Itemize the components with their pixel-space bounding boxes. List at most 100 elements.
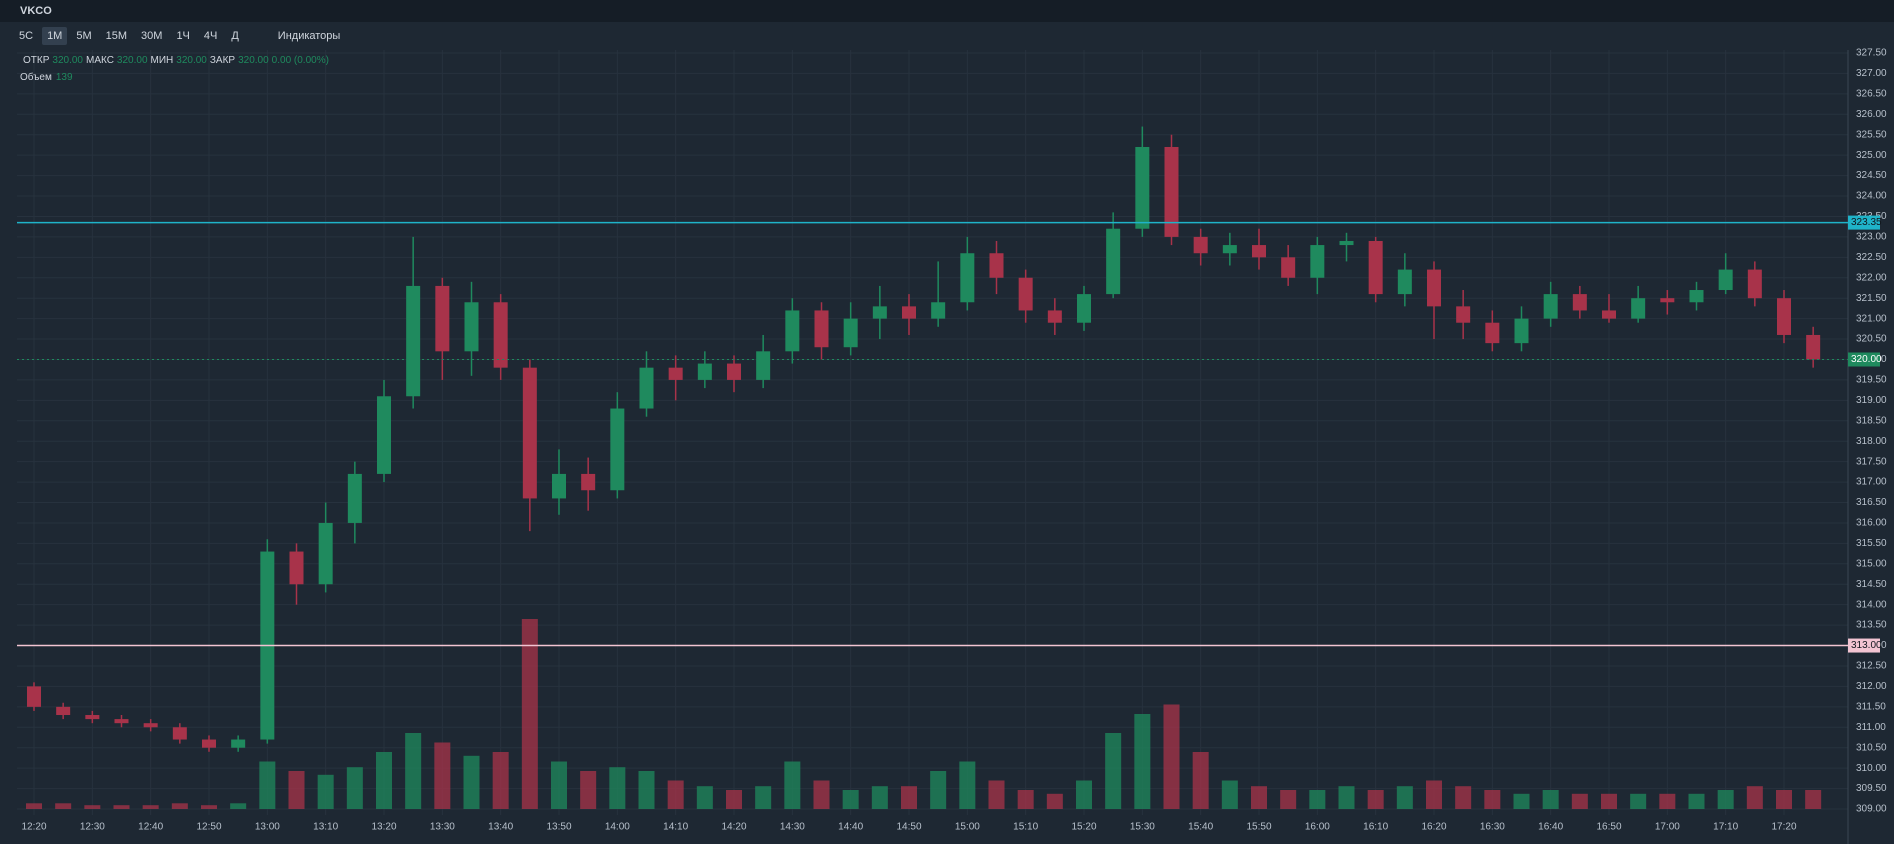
x-tick-label: 16:30 — [1480, 822, 1505, 833]
y-tick-label: 311.50 — [1856, 701, 1886, 712]
x-tick-label: 17:10 — [1713, 822, 1738, 833]
price-line-label: 313.00 — [1851, 640, 1882, 651]
volume-bar — [1309, 790, 1326, 809]
volume-bar — [726, 790, 742, 809]
y-tick-label: 317.00 — [1856, 477, 1887, 488]
volume-bar — [1601, 793, 1617, 809]
candle-body — [1543, 294, 1558, 319]
y-tick-label: 327.50 — [1856, 48, 1887, 59]
header: VKCO — [0, 0, 1894, 22]
timeframe-button[interactable]: Д — [231, 30, 239, 42]
y-tick-label: 312.00 — [1856, 681, 1887, 692]
candle-body — [1310, 245, 1325, 278]
x-tick-label: 15:00 — [955, 822, 980, 833]
y-tick-label: 316.50 — [1856, 497, 1887, 508]
volume-bar — [871, 786, 888, 809]
timeframe-button[interactable]: 15М — [105, 30, 128, 42]
timeframe-button[interactable]: 5М — [76, 30, 92, 42]
volume-bar — [988, 780, 1005, 809]
timeframe-button[interactable]: 1М — [42, 27, 68, 45]
x-tick-label: 12:30 — [80, 822, 105, 833]
volume-bar — [580, 771, 597, 809]
y-tick-label: 317.50 — [1856, 456, 1887, 467]
y-tick-label: 319.50 — [1856, 375, 1887, 386]
volume-bar — [1426, 780, 1442, 809]
x-tick-label: 14:50 — [896, 822, 921, 833]
x-tick-label: 16:00 — [1305, 822, 1330, 833]
candle-body — [1368, 240, 1383, 295]
legend-text: МИН — [151, 55, 174, 66]
symbol[interactable]: VKCO — [20, 5, 52, 17]
x-tick-label: 16:50 — [1596, 822, 1621, 833]
volume-bar — [376, 752, 392, 809]
volume-bar — [1017, 790, 1034, 809]
volume-bar — [142, 805, 159, 809]
volume-bar — [1221, 780, 1238, 809]
y-tick-label: 311.00 — [1856, 722, 1886, 733]
candle-body — [785, 310, 800, 352]
x-tick-label: 13:00 — [255, 822, 280, 833]
y-tick-label: 314.50 — [1856, 579, 1887, 590]
y-tick-label: 315.50 — [1856, 538, 1887, 549]
x-tick-label: 16:40 — [1538, 822, 1563, 833]
y-tick-label: 322.00 — [1856, 272, 1887, 283]
x-tick-label: 13:30 — [430, 822, 455, 833]
candle-body — [27, 686, 41, 707]
y-tick-label: 314.00 — [1856, 599, 1887, 610]
volume-bar — [1659, 793, 1676, 809]
candle-body — [902, 306, 916, 319]
candle-body — [289, 551, 304, 585]
volume-bar — [1046, 793, 1063, 809]
candle-body — [1281, 257, 1296, 278]
candle-body — [668, 367, 683, 380]
legend-text: 320.00 — [238, 55, 269, 66]
candle-body — [1193, 236, 1208, 254]
volume-bar — [1776, 790, 1792, 809]
candle-body — [1077, 294, 1091, 323]
volume-bar — [784, 761, 801, 809]
candle-body — [552, 473, 566, 499]
volume-bar — [259, 761, 276, 809]
candle-body — [1164, 146, 1179, 237]
x-tick-label: 16:10 — [1363, 822, 1388, 833]
x-tick-label: 12:20 — [21, 822, 46, 833]
y-tick-label: 309.50 — [1856, 783, 1887, 794]
candle-body — [202, 739, 216, 748]
candle-body — [318, 522, 333, 585]
volume-bar — [346, 767, 363, 809]
volume-bar — [813, 780, 830, 809]
y-tick-label: 326.50 — [1856, 89, 1887, 100]
timeframe-button[interactable]: 30М — [141, 30, 163, 42]
x-tick-label: 14:10 — [663, 822, 688, 833]
y-tick-label: 313.50 — [1856, 620, 1887, 631]
volume-bar — [842, 790, 859, 809]
volume-bar — [1717, 790, 1734, 809]
indicators-button[interactable]: Индикаторы — [277, 30, 341, 42]
y-tick-label: 320.50 — [1856, 334, 1887, 345]
volume-bar — [317, 774, 334, 809]
y-tick-label: 327.00 — [1856, 68, 1887, 79]
x-tick-label: 14:40 — [838, 822, 863, 833]
candle-body — [493, 302, 508, 368]
y-tick-label: 315.00 — [1856, 558, 1887, 569]
timeframe-button[interactable]: 4Ч — [203, 30, 218, 42]
volume-bar — [638, 771, 655, 809]
volume-bar — [1571, 793, 1588, 809]
timeframe-button[interactable]: 1Ч — [176, 30, 190, 42]
volume-bar — [1484, 790, 1501, 809]
candle-body — [377, 396, 391, 474]
volume-bar — [1367, 790, 1384, 809]
toolbar: 5С 1М 5М 15М 30М 1Ч 4Ч Д Индикаторы — [0, 24, 1894, 48]
timeframe-button[interactable]: 5С — [19, 30, 34, 42]
volume-bar — [1630, 793, 1647, 809]
x-tick-label: 15:50 — [1246, 822, 1271, 833]
candle-body — [1718, 269, 1733, 291]
volume-bar — [434, 742, 451, 809]
candle-body — [1777, 298, 1791, 335]
y-tick-label: 310.50 — [1856, 742, 1887, 753]
last-price-label: 320.00 — [1851, 354, 1882, 365]
x-tick-label: 13:40 — [488, 822, 513, 833]
candle-body — [464, 302, 479, 352]
